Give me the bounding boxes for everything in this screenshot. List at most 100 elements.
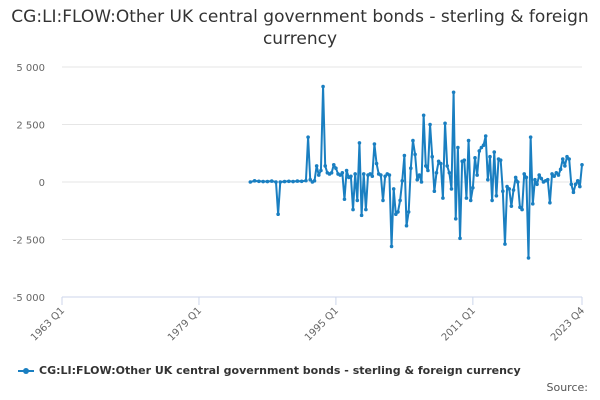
data-point: [486, 177, 490, 182]
legend-label: CG:LI:FLOW:Other UK central government b…: [39, 364, 521, 377]
data-point: [329, 171, 334, 175]
data-point: [573, 182, 578, 187]
data-point: [295, 179, 300, 183]
data-point: [357, 141, 362, 145]
y-tick-label: -5 000: [13, 293, 45, 304]
data-point: [261, 179, 265, 184]
data-point: [537, 173, 541, 177]
data-point: [479, 145, 484, 150]
x-tick-label: 1979 Q1: [166, 305, 204, 343]
data-point: [252, 179, 257, 183]
data-point: [265, 179, 270, 184]
legend[interactable]: CG:LI:FLOW:Other UK central government b…: [18, 364, 521, 377]
data-point: [488, 154, 492, 159]
data-point: [438, 161, 443, 166]
source-label: Source:: [546, 381, 589, 394]
x-tick-label: 1995 Q1: [303, 305, 341, 343]
data-point: [334, 166, 338, 170]
data-point: [370, 174, 375, 179]
data-point: [426, 168, 430, 173]
data-point: [391, 187, 396, 191]
data-point: [278, 180, 283, 184]
data-point: [471, 185, 475, 190]
data-point: [550, 172, 554, 176]
data-point: [520, 207, 524, 212]
data-point: [248, 180, 253, 184]
data-point: [413, 152, 417, 157]
data-point: [509, 204, 514, 208]
data-point: [276, 212, 280, 216]
data-point: [299, 179, 304, 184]
data-point: [464, 196, 469, 200]
data-point: [492, 150, 497, 154]
data-point: [569, 182, 574, 187]
data-point: [430, 154, 435, 159]
data-point: [257, 179, 261, 184]
series-layer: [248, 84, 584, 260]
data-point: [361, 172, 366, 176]
data-point: [436, 159, 441, 164]
data-point: [355, 198, 360, 203]
data-point: [503, 242, 507, 246]
data-point: [323, 164, 328, 168]
data-point: [483, 134, 488, 138]
x-tick-label: 2023 Q4: [549, 305, 587, 343]
data-point: [530, 202, 535, 206]
data-point: [402, 153, 407, 158]
data-point: [342, 197, 347, 202]
data-point: [434, 171, 439, 175]
chart-title: CG:LI:FLOW:Other UK central government b…: [11, 7, 589, 49]
data-point: [304, 178, 308, 183]
data-point: [308, 177, 313, 182]
data-point: [548, 200, 552, 205]
data-point: [368, 172, 372, 176]
data-point: [349, 174, 353, 179]
data-point: [282, 179, 287, 184]
data-point: [398, 198, 402, 203]
data-point: [501, 189, 505, 193]
data-point: [400, 179, 405, 183]
data-point: [498, 158, 503, 162]
data-point: [558, 167, 563, 172]
data-point: [291, 179, 295, 184]
data-point: [526, 256, 531, 260]
data-point: [287, 179, 291, 184]
data-point: [406, 210, 411, 214]
data-point: [419, 180, 424, 184]
data-point: [319, 168, 323, 173]
data-point: [507, 187, 512, 191]
data-point: [567, 157, 571, 161]
y-tick-label: 0: [39, 178, 45, 189]
data-point: [321, 84, 325, 89]
data-point: [565, 154, 569, 159]
data-point: [404, 223, 409, 228]
data-point: [389, 244, 394, 249]
data-point: [374, 161, 379, 166]
data-point: [578, 184, 582, 189]
data-point: [458, 236, 462, 241]
data-point: [340, 171, 345, 175]
data-point: [269, 179, 274, 183]
data-point: [511, 188, 516, 192]
data-point: [314, 164, 319, 168]
data-point: [379, 173, 383, 177]
data-point: [383, 174, 387, 179]
data-point: [456, 145, 460, 150]
x-tick-label: 2011 Q1: [440, 305, 478, 343]
data-point: [396, 210, 400, 214]
data-point: [441, 196, 445, 200]
data-point: [528, 135, 533, 139]
legend-swatch: [18, 367, 34, 374]
data-point: [505, 184, 509, 189]
data-point: [481, 143, 486, 147]
data-point: [447, 171, 452, 175]
data-point: [306, 135, 310, 139]
data-point: [331, 162, 336, 167]
data-point: [513, 175, 518, 180]
data-point: [580, 162, 584, 167]
data-point: [475, 173, 479, 177]
data-point: [449, 187, 454, 191]
data-point: [338, 173, 342, 177]
